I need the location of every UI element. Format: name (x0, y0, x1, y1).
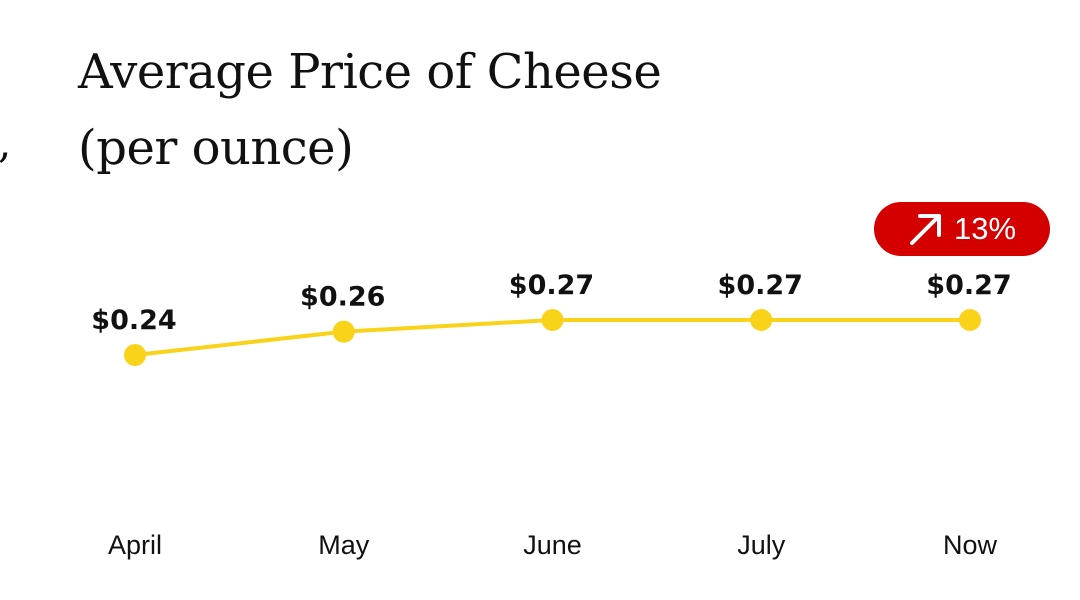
change-badge: 13% (874, 202, 1050, 256)
title-line-1: Average Price of Cheese (78, 44, 662, 100)
x-tick-label: April (108, 530, 162, 560)
x-tick-label: July (737, 530, 786, 560)
data-point (541, 309, 564, 331)
data-label: $0.27 (718, 270, 803, 301)
data-label: $0.27 (509, 270, 594, 301)
data-point (332, 320, 355, 343)
x-tick-label: Now (943, 530, 998, 560)
change-percent: 13% (953, 211, 1017, 246)
data-point (750, 309, 773, 331)
data-label: $0.26 (300, 282, 385, 313)
data-label: $0.24 (91, 305, 176, 336)
x-tick-label: May (318, 530, 370, 560)
data-label: $0.27 (926, 270, 1011, 301)
data-point (959, 309, 981, 331)
x-tick-label: June (523, 530, 582, 560)
arrow-up-right-icon (909, 214, 941, 245)
stray-comma: , (0, 118, 11, 168)
data-point (124, 344, 146, 366)
title-line-2: (per ounce) (78, 120, 354, 176)
chart-title: Average Price of Cheese (per ounce) (78, 34, 778, 186)
